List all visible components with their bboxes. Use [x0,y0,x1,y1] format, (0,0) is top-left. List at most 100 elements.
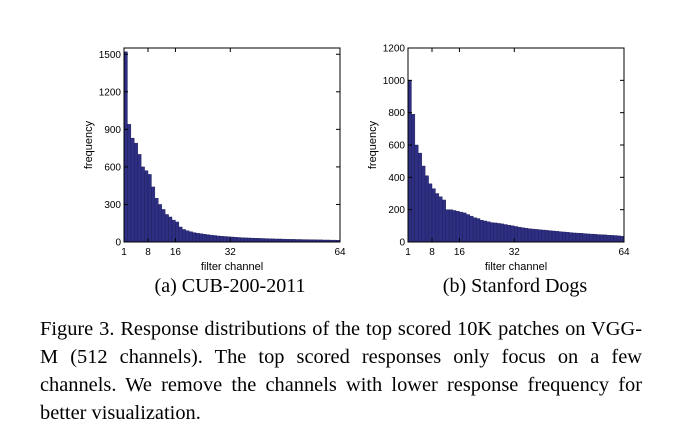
y-axis-label: frequency [367,120,379,169]
bar [144,170,149,243]
bar [599,234,604,243]
bar [452,210,457,243]
bar [175,221,180,243]
bar [586,233,590,243]
bar [479,219,484,243]
y-tick-label: 0 [115,238,121,249]
bar [226,236,231,243]
bar [493,222,498,243]
bar [469,215,474,243]
y-tick-label: 400 [388,173,405,184]
bar [517,226,522,243]
bar [551,230,556,243]
y-tick-label: 1500 [99,50,122,61]
x-tick-label: 8 [429,247,435,258]
subcaption-a: (a) CUB-200-2011 [155,275,306,297]
bar [223,236,228,243]
bar [565,232,570,243]
y-tick-label: 1200 [99,87,122,98]
bar [247,237,252,243]
bar [531,228,536,243]
y-tick-label: 1200 [383,44,406,55]
bar [527,228,532,243]
bar [544,230,549,243]
bar [620,235,625,243]
bar [199,233,204,243]
bar [445,209,450,243]
bar [435,193,440,243]
bar [507,224,512,243]
bar [459,211,464,243]
y-tick-label: 0 [399,238,405,249]
bar [154,197,159,243]
bar [510,225,515,243]
y-tick-label: 600 [104,162,121,173]
y-axis-label: frequency [83,120,95,169]
bar [206,234,210,243]
bar [438,196,443,243]
bar [592,234,597,243]
bar [147,174,152,243]
bar [185,230,190,243]
bar [233,237,238,243]
bar [582,233,587,243]
bar [558,231,563,243]
x-tick-label: 32 [509,247,521,258]
y-tick-label: 600 [388,141,405,152]
y-tick-label: 1000 [383,76,406,87]
bar [216,235,221,243]
bar [524,228,529,243]
x-axis-label: filter channel [201,261,263,273]
bar [472,217,477,243]
bar [589,233,594,243]
bar [212,235,217,243]
bar [606,235,611,243]
bar [134,142,138,243]
bar [503,224,508,243]
bar [418,152,422,243]
bar [137,154,142,243]
bar [192,232,197,243]
bar [243,237,248,243]
bar [520,227,525,243]
y-tick-label: 900 [104,125,121,136]
bar [182,229,186,243]
bar [568,232,573,243]
bar [448,209,453,243]
bar [579,233,584,243]
bar [428,183,433,243]
bar [431,188,436,243]
x-tick-label: 64 [618,247,630,258]
bar [500,223,505,243]
bar [548,230,553,243]
bar [161,209,166,243]
bar [257,238,262,243]
bar [496,223,501,243]
bar [575,232,580,243]
x-tick-label: 8 [145,247,151,258]
x-tick-label: 16 [170,247,182,258]
bar [613,235,618,243]
y-tick-label: 300 [104,200,121,211]
bar [236,237,241,243]
bar [411,114,416,243]
bar [219,236,224,243]
bar [572,232,577,243]
bar [254,238,258,243]
figure-caption: Figure 3. Response distributions of the … [40,318,642,424]
bar [421,165,426,243]
x-tick-label: 1 [121,247,127,258]
bar [171,219,176,243]
bar [240,237,245,243]
bar [414,144,419,243]
x-tick-label: 32 [225,247,237,258]
bar [541,229,546,243]
bar [188,231,193,243]
bar [476,218,481,243]
bar [202,234,207,243]
x-tick-label: 64 [334,247,346,258]
bar [462,212,467,243]
bar [209,234,214,243]
x-axis-label: filter channel [485,261,547,273]
